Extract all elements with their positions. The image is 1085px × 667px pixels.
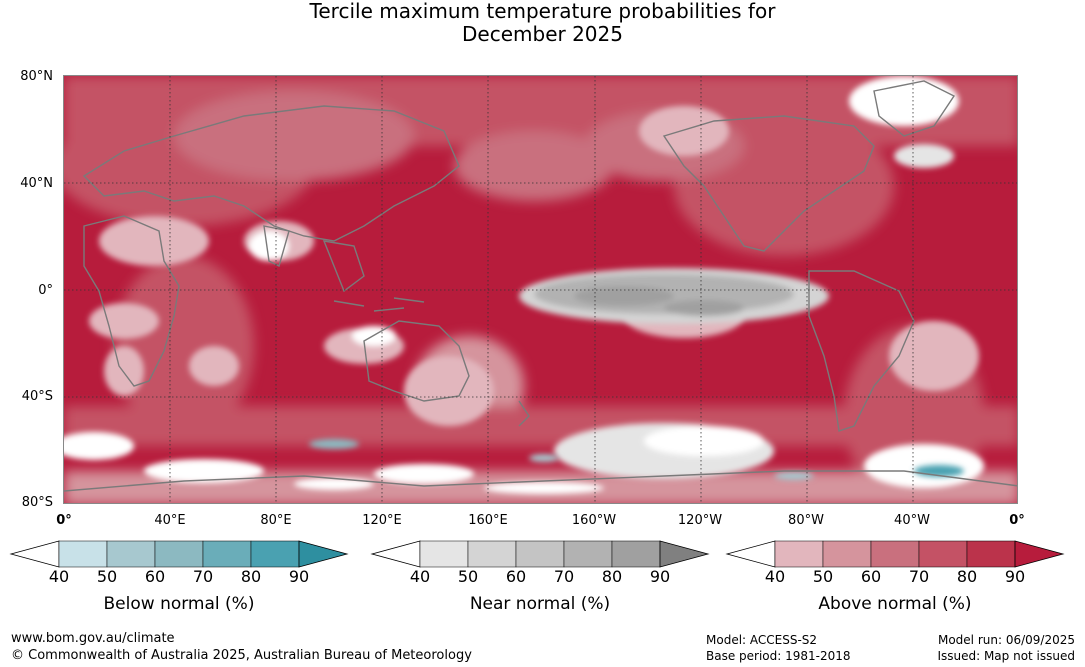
- near-normal-segment: [611, 540, 661, 568]
- below-tick-60: 60: [144, 567, 166, 586]
- above-normal-segment: [774, 540, 824, 568]
- below-normal-segment: [106, 540, 156, 568]
- near-normal-pacific-tongue: [519, 268, 829, 324]
- footer-issued: Issued: Map not issued: [937, 649, 1075, 663]
- lat-label-40s: 40°S: [21, 389, 53, 404]
- lat-label-80s: 80°S: [21, 495, 53, 510]
- near-normal-arrow-high: [659, 540, 710, 568]
- near-normal-segment: [467, 540, 517, 568]
- near-tick-40: 40: [409, 567, 431, 586]
- below-normal-segment: [202, 540, 252, 568]
- title-line-2: December 2025: [462, 22, 623, 46]
- lat-label-40n: 40°N: [20, 176, 53, 191]
- near-tick-90: 90: [649, 567, 671, 586]
- below-normal-segment: [250, 540, 300, 568]
- above-normal-light-regions: [64, 76, 984, 494]
- above-normal-arrow-high: [1014, 540, 1065, 568]
- title-line-1: Tercile maximum temperature probabilitie…: [309, 0, 776, 23]
- lon-label-160w: 160°W: [571, 513, 617, 528]
- above-tick-50: 50: [812, 567, 834, 586]
- coastlines: [64, 80, 1017, 492]
- above-normal-segment: [918, 540, 968, 568]
- lon-label-0: 0°: [56, 513, 72, 528]
- near-normal-segment: [563, 540, 613, 568]
- probability-map: [63, 75, 1018, 504]
- below-tick-80: 80: [240, 567, 262, 586]
- above-tick-70: 70: [908, 567, 930, 586]
- above-normal-segment: [870, 540, 920, 568]
- below-normal-segment: [58, 540, 108, 568]
- near-normal-title: Near normal (%): [469, 594, 611, 614]
- map-title: Tercile maximum temperature probabilitie…: [0, 0, 1085, 46]
- near-tick-50: 50: [457, 567, 479, 586]
- lon-label-40w: 40°W: [894, 513, 930, 528]
- near-tick-80: 80: [601, 567, 623, 586]
- above-tick-40: 40: [764, 567, 786, 586]
- lon-label-40e: 40°E: [154, 513, 186, 528]
- lon-label-120w: 120°W: [677, 513, 723, 528]
- near-normal-segment: [515, 540, 565, 568]
- below-normal-title: Below normal (%): [103, 594, 255, 614]
- below-normal-arrow-high: [298, 540, 349, 568]
- footer-copyright: © Commonwealth of Australia 2025, Austra…: [11, 648, 472, 663]
- graticule: [64, 76, 1017, 503]
- lon-label-0-east: 0°: [1009, 513, 1025, 528]
- lat-label-equator: 0°: [38, 283, 53, 298]
- probability-map-svg: [64, 76, 1017, 503]
- near-tick-70: 70: [553, 567, 575, 586]
- above-tick-90: 90: [1004, 567, 1026, 586]
- below-tick-40: 40: [48, 567, 70, 586]
- footer-url: www.bom.gov.au/climate: [11, 631, 175, 646]
- above-normal-segment: [966, 540, 1016, 568]
- near-normal-arrow-low: [370, 540, 421, 568]
- above-normal-title: Above normal (%): [818, 594, 972, 614]
- above-tick-60: 60: [860, 567, 882, 586]
- footer-model-run: Model run: 06/09/2025: [937, 633, 1075, 647]
- colorbars: [9, 540, 1065, 568]
- footer-base-period: Base period: 1981-2018: [706, 649, 851, 663]
- above-normal-segment: [822, 540, 872, 568]
- below-tick-70: 70: [192, 567, 214, 586]
- below-tick-90: 90: [288, 567, 310, 586]
- above-tick-80: 80: [956, 567, 978, 586]
- footer-model: Model: ACCESS-S2: [706, 633, 818, 647]
- lon-label-120e: 120°E: [362, 513, 402, 528]
- above-normal-arrow-low: [725, 540, 776, 568]
- below-normal-arrow-low: [9, 540, 60, 568]
- below-normal-segment: [154, 540, 204, 568]
- lat-label-80n: 80°N: [20, 69, 53, 84]
- near-normal-segment: [419, 540, 469, 568]
- lon-label-80e: 80°E: [260, 513, 292, 528]
- near-tick-60: 60: [505, 567, 527, 586]
- below-tick-50: 50: [96, 567, 118, 586]
- lon-label-160e: 160°E: [468, 513, 508, 528]
- lon-label-80w: 80°W: [788, 513, 824, 528]
